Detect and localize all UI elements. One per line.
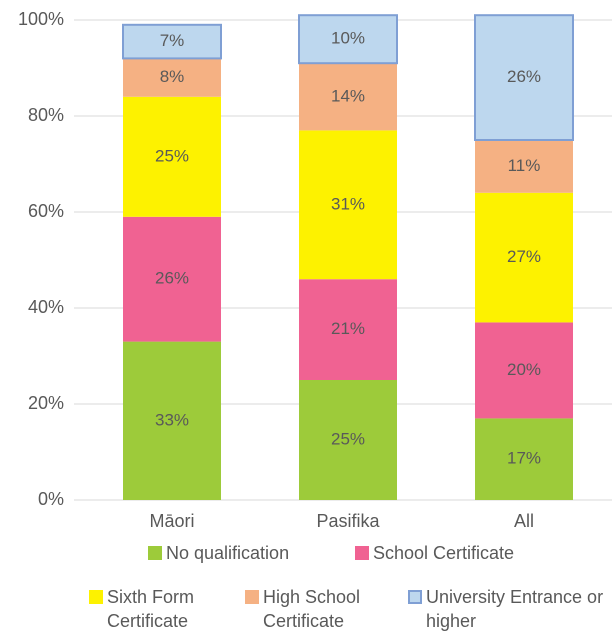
bar-segment <box>123 96 221 217</box>
legend-swatch <box>355 546 369 560</box>
bar-segment <box>299 63 397 131</box>
y-tick-label: 0% <box>38 489 64 509</box>
legend-item: Sixth Form Certificate <box>89 585 214 633</box>
legend-item: School Certificate <box>355 541 555 565</box>
legend-item: No qualification <box>148 541 348 565</box>
legend-swatch <box>245 590 259 604</box>
data-label: 8% <box>160 67 185 86</box>
data-label: 14% <box>331 86 365 105</box>
data-label: 27% <box>507 247 541 266</box>
data-label: 25% <box>331 429 365 448</box>
y-tick-label: 100% <box>18 9 64 29</box>
legend-label: University Entrance or higher <box>426 587 604 631</box>
bar-segment <box>298 14 398 65</box>
legend-swatch <box>89 590 103 604</box>
y-tick-label: 20% <box>28 393 64 413</box>
y-tick-label: 80% <box>28 105 64 125</box>
data-label: 21% <box>331 319 365 338</box>
y-tick-label: 40% <box>28 297 64 317</box>
legend-label: School Certificate <box>373 543 515 563</box>
data-label: 7% <box>160 31 185 50</box>
data-label: 33% <box>155 410 189 429</box>
data-label: 25% <box>155 146 189 165</box>
x-tick-label: Māori <box>149 511 194 531</box>
data-label: 26% <box>507 67 541 86</box>
x-tick-label: Pasifika <box>316 511 380 531</box>
y-tick-label: 60% <box>28 201 64 221</box>
legend-item: High School Certificate <box>245 585 375 633</box>
legend-swatch <box>148 546 162 560</box>
bar-segment <box>123 58 221 97</box>
legend-label: Sixth Form Certificate <box>107 587 195 631</box>
data-label: 31% <box>331 194 365 213</box>
bar-segment <box>474 14 574 142</box>
bar-segment <box>122 23 222 60</box>
data-label: 17% <box>507 449 541 468</box>
bar-segment <box>299 279 397 380</box>
bar-segment <box>123 216 221 342</box>
bar-segment <box>299 130 397 280</box>
legend-swatch <box>408 590 422 604</box>
legend-item: University Entrance or higher <box>408 585 613 633</box>
legend-label: No qualification <box>166 543 290 563</box>
bar-segment <box>475 322 573 419</box>
bar-segment <box>475 140 573 193</box>
data-label: 11% <box>508 156 541 175</box>
bar-segment <box>299 380 397 500</box>
bar-segment <box>475 418 573 500</box>
data-label: 10% <box>331 29 365 48</box>
data-label: 20% <box>507 360 541 379</box>
legend-label: High School Certificate <box>263 587 361 631</box>
data-label: 26% <box>155 269 189 288</box>
bar-segment <box>475 192 573 323</box>
x-tick-label: All <box>514 511 534 531</box>
bar-segment <box>123 341 221 500</box>
